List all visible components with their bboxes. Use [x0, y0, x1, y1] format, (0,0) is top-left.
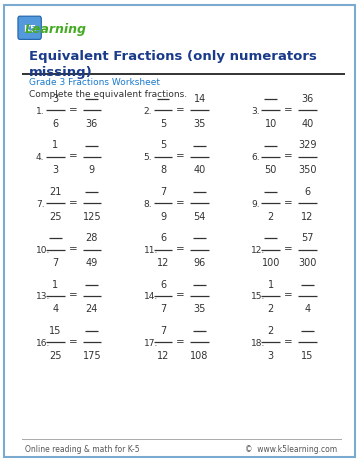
Text: 21: 21 [49, 186, 61, 196]
Text: =: = [69, 244, 77, 254]
Text: 12.: 12. [251, 245, 266, 255]
Text: 4: 4 [52, 304, 59, 314]
Text: 1: 1 [267, 279, 274, 289]
Text: 25: 25 [49, 350, 61, 360]
Text: 54: 54 [194, 211, 206, 221]
Text: =: = [176, 105, 185, 115]
FancyBboxPatch shape [4, 6, 355, 457]
Text: 12: 12 [301, 211, 313, 221]
Text: =: = [69, 336, 77, 346]
Text: 16.: 16. [36, 338, 50, 347]
Text: 9: 9 [160, 211, 166, 221]
Text: 2: 2 [267, 304, 274, 314]
Text: 6: 6 [160, 279, 166, 289]
Text: Complete the equivalent fractions.: Complete the equivalent fractions. [29, 90, 187, 99]
Text: 14.: 14. [144, 292, 158, 301]
Text: 7: 7 [160, 325, 166, 335]
Text: 2: 2 [267, 211, 274, 221]
Text: 3: 3 [52, 165, 59, 175]
Text: =: = [69, 105, 77, 115]
FancyBboxPatch shape [18, 17, 41, 40]
Text: 8: 8 [160, 165, 166, 175]
Text: 4: 4 [304, 304, 311, 314]
Text: 108: 108 [190, 350, 209, 360]
Text: 10.: 10. [36, 245, 50, 255]
Text: 50: 50 [265, 165, 277, 175]
Text: 12: 12 [157, 350, 169, 360]
Text: 7: 7 [160, 186, 166, 196]
Text: 36: 36 [301, 94, 313, 104]
Text: 2: 2 [267, 325, 274, 335]
Text: 6: 6 [160, 232, 166, 243]
Text: 6.: 6. [251, 153, 260, 162]
Text: 7: 7 [52, 257, 59, 268]
Text: 40: 40 [194, 165, 206, 175]
Text: =: = [284, 290, 293, 300]
Text: ©  www.k5learning.com: © www.k5learning.com [245, 444, 337, 453]
Text: 175: 175 [83, 350, 101, 360]
Text: 1: 1 [52, 279, 59, 289]
Text: 3.: 3. [251, 106, 260, 116]
Text: =: = [176, 336, 185, 346]
Text: Equivalent Fractions (only numerators
missing): Equivalent Fractions (only numerators mi… [29, 50, 317, 79]
Text: 1: 1 [52, 140, 59, 150]
Text: =: = [284, 244, 293, 254]
Text: 7: 7 [160, 304, 166, 314]
Text: 18.: 18. [251, 338, 266, 347]
Text: =: = [176, 244, 185, 254]
Text: 2.: 2. [144, 106, 152, 116]
Text: 10: 10 [265, 119, 277, 129]
Text: =: = [284, 151, 293, 161]
Text: 6: 6 [52, 119, 59, 129]
Text: 9.: 9. [251, 199, 260, 208]
Text: Online reading & math for K-5: Online reading & math for K-5 [25, 444, 140, 453]
Text: 28: 28 [86, 232, 98, 243]
Text: =: = [176, 290, 185, 300]
Text: 36: 36 [86, 119, 98, 129]
Text: 17.: 17. [144, 338, 158, 347]
Text: 35: 35 [194, 119, 206, 129]
Text: 11.: 11. [144, 245, 158, 255]
Text: 4.: 4. [36, 153, 45, 162]
Text: 96: 96 [194, 257, 206, 268]
Text: 25: 25 [49, 211, 61, 221]
Text: 15.: 15. [251, 292, 266, 301]
Text: 125: 125 [83, 211, 101, 221]
Text: 5.: 5. [144, 153, 152, 162]
Text: 40: 40 [301, 119, 313, 129]
Text: =: = [69, 290, 77, 300]
Text: 35: 35 [194, 304, 206, 314]
Text: 15: 15 [301, 350, 313, 360]
Text: 7.: 7. [36, 199, 45, 208]
Text: K5: K5 [23, 25, 36, 34]
Text: 300: 300 [298, 257, 317, 268]
Text: 3: 3 [52, 94, 59, 104]
Text: 350: 350 [298, 165, 317, 175]
Text: 13.: 13. [36, 292, 50, 301]
Text: 6: 6 [304, 186, 311, 196]
Text: =: = [176, 197, 185, 207]
Text: 15: 15 [49, 325, 61, 335]
Text: =: = [284, 336, 293, 346]
Text: 24: 24 [86, 304, 98, 314]
Text: 100: 100 [261, 257, 280, 268]
Text: 12: 12 [157, 257, 169, 268]
Text: 3: 3 [267, 350, 274, 360]
Text: 57: 57 [301, 232, 313, 243]
Text: 14: 14 [194, 94, 206, 104]
Text: =: = [284, 197, 293, 207]
Text: 329: 329 [298, 140, 317, 150]
Text: 5: 5 [160, 119, 166, 129]
Text: =: = [176, 151, 185, 161]
Text: =: = [69, 151, 77, 161]
Text: 5: 5 [160, 140, 166, 150]
Text: 8.: 8. [144, 199, 152, 208]
Text: 49: 49 [86, 257, 98, 268]
Text: Grade 3 Fractions Worksheet: Grade 3 Fractions Worksheet [29, 78, 160, 87]
Text: =: = [69, 197, 77, 207]
Text: Learning: Learning [25, 23, 87, 36]
Text: 1.: 1. [36, 106, 45, 116]
Text: 9: 9 [89, 165, 95, 175]
Text: =: = [284, 105, 293, 115]
